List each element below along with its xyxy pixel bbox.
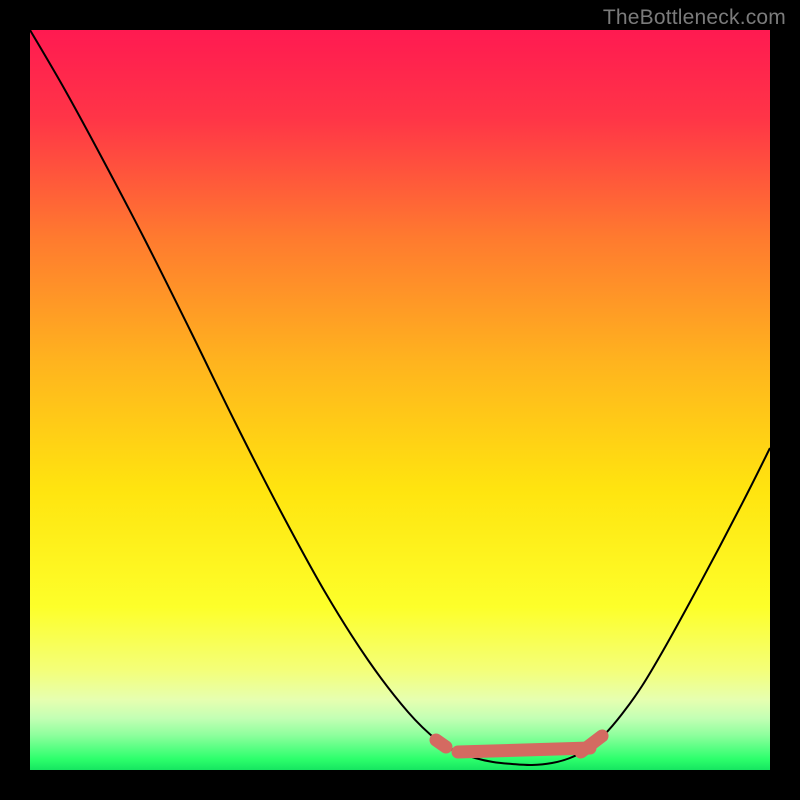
plot-area xyxy=(30,30,770,770)
chart-svg xyxy=(30,30,770,770)
attribution-text: TheBottleneck.com xyxy=(603,6,786,30)
